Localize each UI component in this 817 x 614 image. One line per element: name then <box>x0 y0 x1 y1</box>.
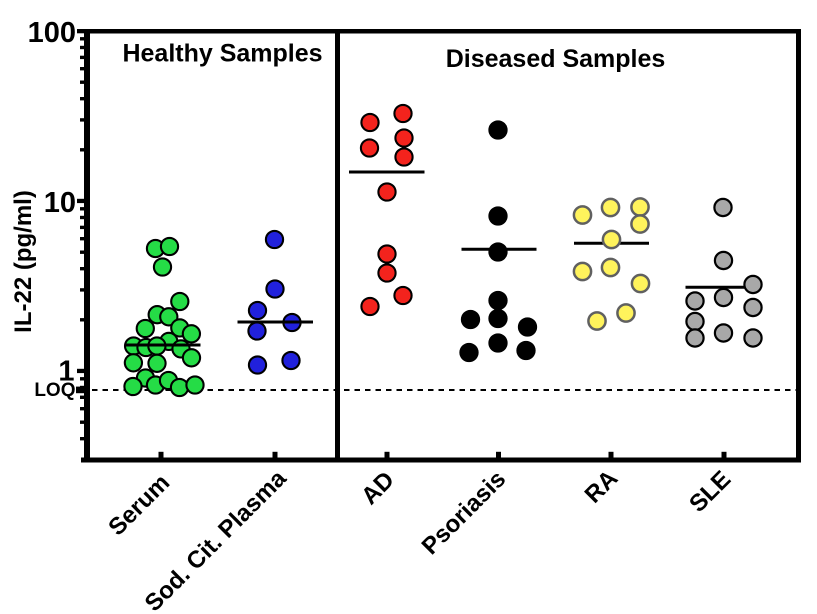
svg-text:LOQ: LOQ <box>34 380 75 401</box>
svg-text:100: 100 <box>28 17 76 49</box>
svg-text:IL-22 (pg/ml): IL-22 (pg/ml) <box>10 190 37 333</box>
svg-text:10: 10 <box>44 187 76 219</box>
svg-text:Diseased Samples: Diseased Samples <box>446 45 666 73</box>
svg-text:1: 1 <box>58 356 74 388</box>
svg-text:Healthy Samples: Healthy Samples <box>122 40 322 68</box>
